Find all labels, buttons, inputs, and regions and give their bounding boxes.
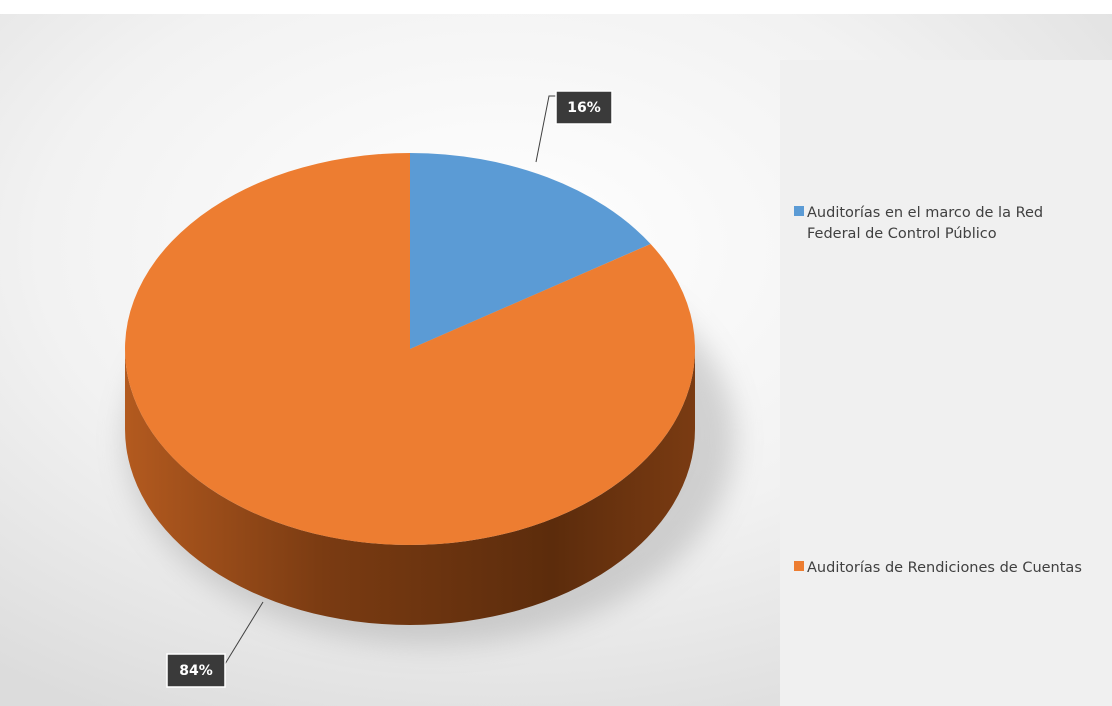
data-label-box-2 xyxy=(166,653,226,688)
legend-background xyxy=(780,60,1112,706)
top-edge-band xyxy=(0,0,1112,14)
data-labels: 16% 84% xyxy=(166,90,613,688)
slice-side-wall xyxy=(125,349,695,625)
pie-slice-2 xyxy=(125,153,696,545)
pie-slice-1 xyxy=(410,153,651,349)
leader-line-1 xyxy=(535,95,556,163)
leader-line-2 xyxy=(224,601,264,665)
legend: Auditorías en el marco de la Red Federal … xyxy=(794,205,1082,576)
legend-label-2: Auditorías de Rendiciones de Cuentas xyxy=(807,560,1082,576)
data-label-2: 84% xyxy=(179,663,213,679)
legend-label-1-line-2: Federal de Control Público xyxy=(807,226,997,242)
legend-label-1-line-1: Auditorías en el marco de la Red xyxy=(807,205,1043,221)
data-label-box-1 xyxy=(555,90,613,125)
legend-swatch-2 xyxy=(794,561,804,571)
data-label-1: 16% xyxy=(567,100,601,116)
pie-plot-area xyxy=(125,153,735,645)
legend-swatch-1 xyxy=(794,206,804,216)
